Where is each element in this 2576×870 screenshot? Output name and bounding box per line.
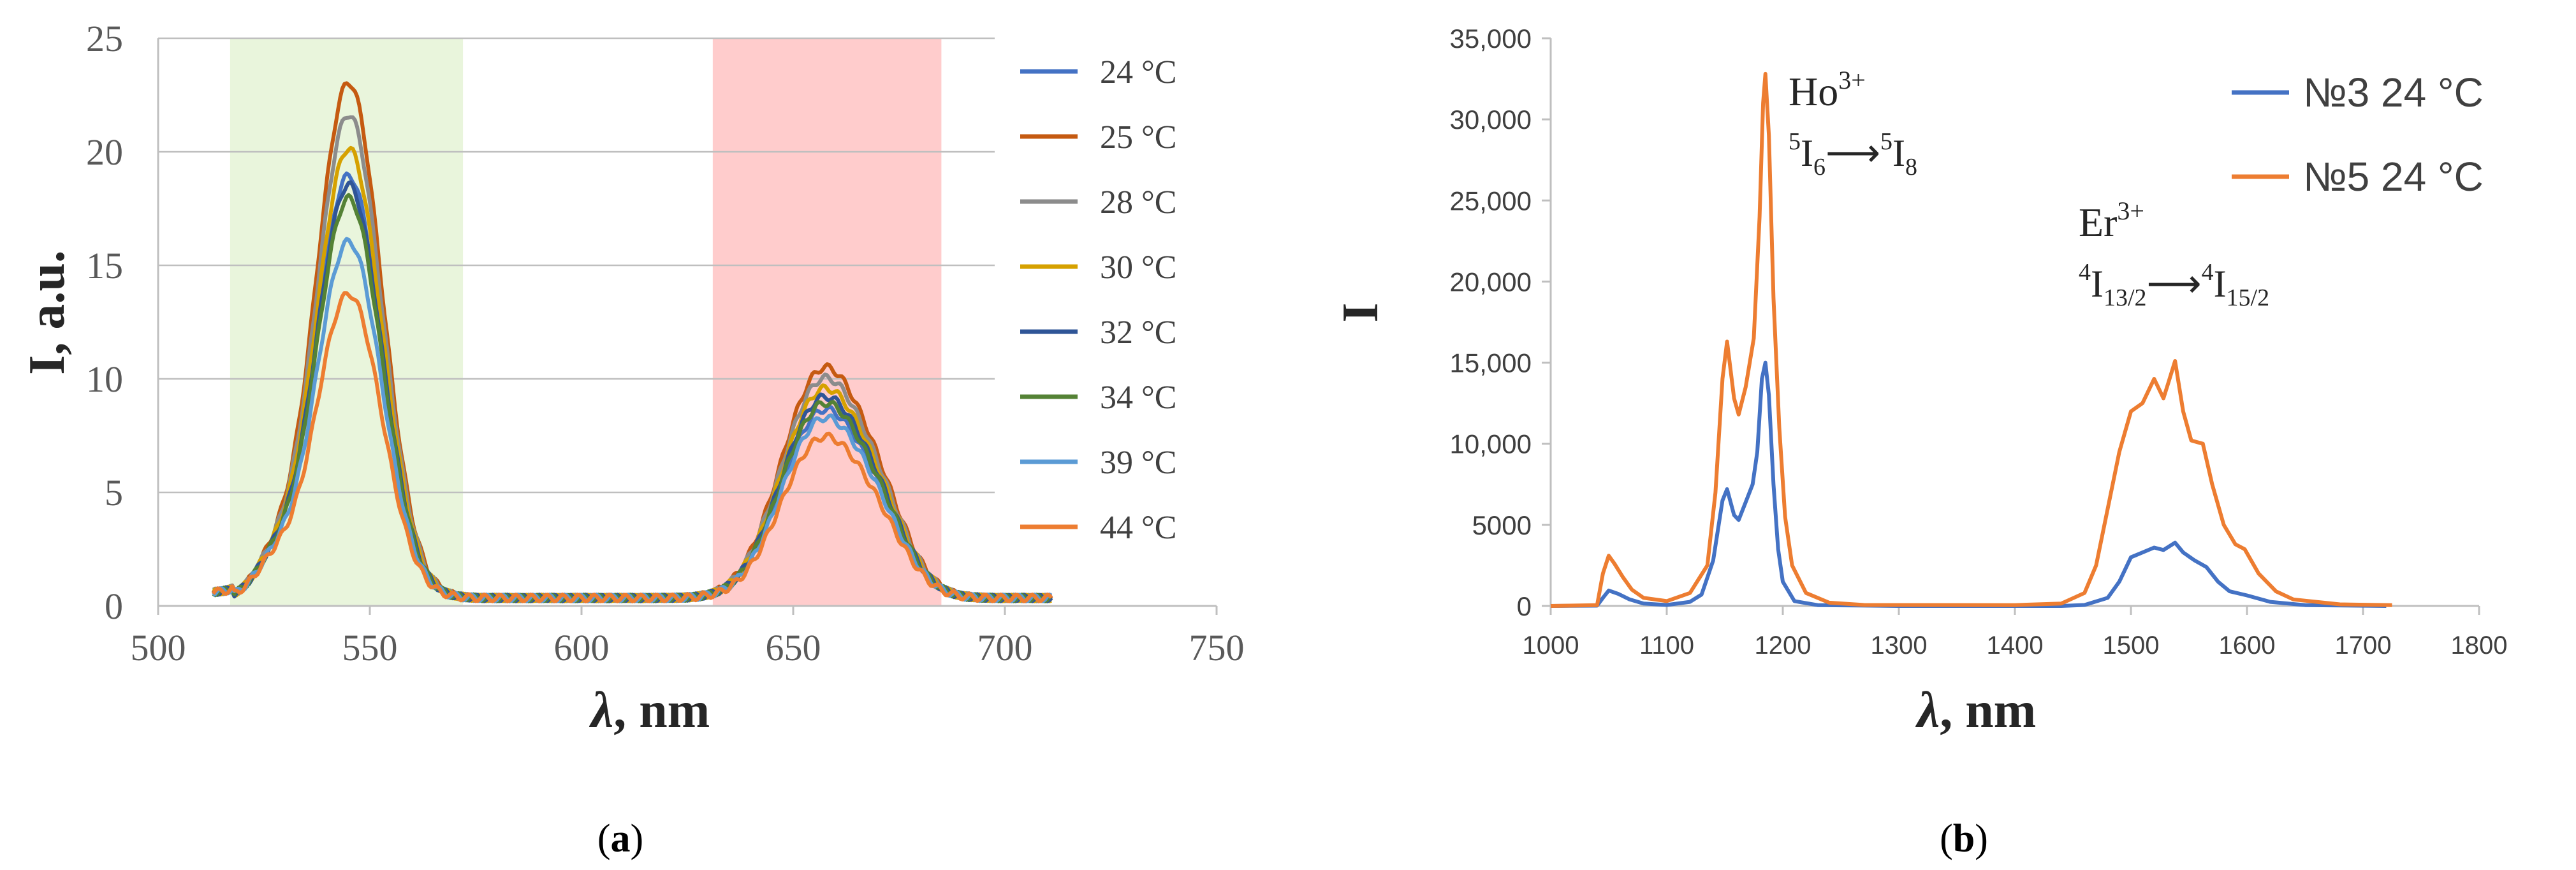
chart-b-legend-label-1: №5 24 °C <box>2303 154 2484 200</box>
chart-b-annotation-er-ion: Er3+ <box>2079 196 2144 245</box>
er-ion-symbol: Er <box>2079 200 2117 245</box>
chart-a-x-tick-label: 500 <box>131 627 186 668</box>
ho-t2-sup: 5 <box>1880 128 1892 155</box>
chart-b-panel-close: ) <box>1975 817 1988 860</box>
chart-b-x-tick-label: 1700 <box>2335 631 2392 660</box>
chart-b-y-tick-labels: 0 5000 10,000 15,000 20,000 25,000 30,000 35,00… <box>1450 24 1532 621</box>
chart-b-x-tick-label: 1100 <box>1639 631 1694 660</box>
er-t1-sub: 13/2 <box>2104 284 2147 311</box>
chart-a-legend-label-0: 24 °C <box>1100 54 1176 91</box>
chart-a-legend: 24 °C 25 °C 28 °C 30 °C 32 °C 34 °C 39 °C 44 °C <box>1020 54 1176 546</box>
er-t1: I <box>2091 263 2104 305</box>
chart-a-x-axis-unit: , nm <box>613 682 710 739</box>
chart-b-annotation-ho-ion: Ho3+ <box>1789 66 1866 114</box>
chart-a-y-tick-label: 20 <box>86 131 123 173</box>
chart-a-x-tick-label: 650 <box>766 627 821 668</box>
ho-ion-charge: 3+ <box>1838 66 1866 94</box>
chart-a-legend-label-5: 34 °C <box>1100 380 1176 416</box>
chart-a-x-tick-label: 600 <box>554 627 610 668</box>
chart-a-shaded-bands <box>230 38 942 606</box>
chart-a-legend-label-1: 25 °C <box>1100 119 1176 156</box>
chart-b-y-tick-label: 10,000 <box>1450 429 1532 459</box>
chart-a-legend-label-4: 32 °C <box>1100 314 1176 351</box>
chart-a-band-1 <box>712 38 942 606</box>
chart-b-series <box>1550 71 2392 608</box>
er-t2: I <box>2214 263 2227 305</box>
chart-a-legend-label-7: 44 °C <box>1100 510 1176 546</box>
chart-b-y-tick-label: 0 <box>1517 591 1532 621</box>
chart-b-y-tick-label: 15,000 <box>1450 348 1532 378</box>
chart-b-x-axis-title: λ, nm <box>1915 682 2037 739</box>
ho-ion-symbol: Ho <box>1789 69 1838 114</box>
chart-a-panel-open: ( <box>597 817 611 860</box>
er-arrow: ⟶ <box>2147 263 2202 305</box>
chart-b-panel-open: ( <box>1940 817 1953 860</box>
chart-b-x-tick-label: 1800 <box>2451 631 2508 660</box>
chart-a-x-axis-title: λ, nm <box>589 682 710 739</box>
chart-a-x-tick-label: 550 <box>342 627 398 668</box>
chart-b-panel-label: (b) <box>1940 817 1988 860</box>
chart-a-series <box>211 81 1053 603</box>
er-t1-sup: 4 <box>2079 259 2091 286</box>
chart-a-y-tick-label: 25 <box>86 18 123 59</box>
chart-a-legend-label-2: 28 °C <box>1100 184 1176 221</box>
chart-b-annotation-ho-transition: 5I6⟶5I8 <box>1789 128 1917 181</box>
chart-b-x-tick-label: 1000 <box>1523 631 1579 660</box>
chart-b-legend-label-0: №3 24 °C <box>2303 70 2484 115</box>
chart-b-x-tick-label: 1300 <box>1871 631 1928 660</box>
er-t2-sub: 15/2 <box>2227 284 2270 311</box>
chart-a-panel-letter: a <box>611 817 631 860</box>
ho-arrow: ⟶ <box>1826 132 1880 174</box>
chart-b-y-tick-label: 30,000 <box>1450 105 1532 135</box>
ho-t1-sup: 5 <box>1789 128 1801 155</box>
chart-a-y-tick-labels: 0 5 10 15 20 25 <box>86 18 123 627</box>
chart-b: 1000 1100 1200 1300 1400 1500 1600 1700 1800 050… <box>1333 24 2507 860</box>
chart-a-series-line-7 <box>211 291 1053 603</box>
chart-a-band-0 <box>230 38 464 606</box>
chart-b-x-tick-label: 1200 <box>1755 631 1811 660</box>
chart-a-legend-label-6: 39 °C <box>1100 445 1176 481</box>
chart-b-axes <box>1542 37 2480 615</box>
chart-b-panel-letter: b <box>1953 817 1975 860</box>
chart-a-y-tick-label: 15 <box>86 245 123 286</box>
chart-a-y-axis-title: I, a.u. <box>19 250 75 375</box>
chart-b-series-line-0 <box>1550 360 2387 608</box>
chart-a-x-tick-labels: 500 550 600 650 700 750 <box>131 627 1245 668</box>
ho-t2-sub: 8 <box>1905 154 1917 181</box>
chart-a-legend-label-3: 30 °C <box>1100 249 1176 286</box>
chart-a-y-tick-label: 5 <box>105 472 123 513</box>
chart-b-x-tick-label: 1400 <box>1987 631 2044 660</box>
chart-a-panel-close: ) <box>631 817 644 860</box>
chart-b-y-tick-label: 5000 <box>1472 510 1532 540</box>
chart-b-x-axis-lambda: λ <box>1915 682 1940 739</box>
chart-b-y-tick-label: 35,000 <box>1450 24 1532 54</box>
chart-a-y-tick-label: 0 <box>105 586 123 627</box>
chart-a-x-tick-label: 700 <box>977 627 1033 668</box>
chart-a-y-tick-label: 10 <box>86 358 123 400</box>
er-ion-charge: 3+ <box>2117 196 2144 225</box>
chart-b-y-tick-label: 20,000 <box>1450 267 1532 297</box>
chart-b-x-tick-label: 1500 <box>2103 631 2160 660</box>
er-t2-sup: 4 <box>2202 259 2214 286</box>
chart-a-x-tick-label: 750 <box>1189 627 1245 668</box>
chart-b-y-tick-label: 25,000 <box>1450 186 1532 216</box>
chart-b-legend: №3 24 °C №5 24 °C <box>2232 70 2484 200</box>
chart-b-x-tick-label: 1600 <box>2219 631 2276 660</box>
chart-b-x-axis-unit: , nm <box>1940 682 2036 739</box>
chart-a-axes <box>157 38 1218 615</box>
chart-a-x-axis-lambda: λ <box>589 682 614 739</box>
chart-b-x-tick-labels: 1000 1100 1200 1300 1400 1500 1600 1700 1800 <box>1523 631 2508 660</box>
ho-t1-sub: 6 <box>1813 154 1826 181</box>
ho-t1: I <box>1801 132 1813 174</box>
chart-a-panel-label: (a) <box>597 817 643 860</box>
chart-b-annotation-er-transition: 4I13/2⟶4I15/2 <box>2079 259 2269 311</box>
chart-b-y-axis-title: I <box>1333 302 1389 322</box>
ho-t2: I <box>1892 132 1905 174</box>
chart-b-series-line-1 <box>1550 71 2392 608</box>
chart-a: 500 550 600 650 700 750 0 5 10 15 20 25 24 °C 25 °C… <box>19 18 1245 860</box>
